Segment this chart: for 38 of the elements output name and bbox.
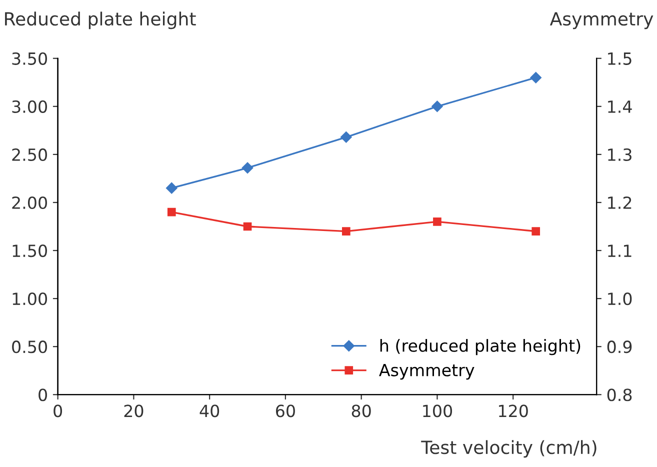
point — [432, 100, 443, 112]
legend-label: h (reduced plate height) — [380, 339, 580, 356]
legend-label: Asymmetry — [379, 364, 474, 380]
y-axis-title: Reduced plate height — [5, 12, 196, 30]
y2-tick-label: 0.9 — [607, 340, 632, 354]
x-tick-label: 40 — [200, 404, 220, 418]
y-tick-label: 0 — [38, 388, 47, 402]
x-tick-label: 20 — [124, 404, 144, 418]
y2-tick-label: 1.1 — [608, 244, 632, 257]
x-tick-label: 100 — [423, 404, 452, 418]
point — [340, 132, 352, 143]
y2-tick-label: 0.8 — [607, 388, 632, 402]
y2-tick-label: 1.5 — [608, 52, 632, 65]
point — [530, 72, 542, 84]
point — [166, 182, 178, 194]
y2-tick-label: 1.4 — [608, 100, 632, 113]
y-tick-label: 3.50 — [12, 52, 47, 65]
x-axis-title: Test velocity (cm/h) — [421, 440, 596, 458]
y2-tick-label: 1.3 — [608, 148, 632, 162]
point — [342, 227, 350, 236]
point — [532, 227, 540, 236]
x-tick-label: 80 — [352, 404, 371, 418]
y-tick-label: 2.00 — [12, 196, 47, 210]
x-tick-label: 120 — [499, 404, 528, 418]
point — [433, 218, 442, 226]
y-tick-label: 2.50 — [12, 148, 47, 162]
point — [243, 222, 252, 231]
y-tick-label: 1.00 — [12, 292, 47, 306]
y2-tick-label: 1.0 — [608, 292, 632, 306]
y-tick-label: 3.00 — [12, 100, 47, 113]
y-tick-label: 0.50 — [12, 340, 47, 354]
point — [242, 162, 254, 174]
y-tick-label: 1.50 — [12, 244, 47, 258]
y2-tick-label: 1.2 — [608, 196, 632, 209]
y2-axis-title: Asymmetry — [550, 12, 654, 30]
x-tick-label: 60 — [276, 404, 295, 418]
point — [167, 208, 176, 216]
x-tick-label: 0 — [54, 404, 62, 418]
